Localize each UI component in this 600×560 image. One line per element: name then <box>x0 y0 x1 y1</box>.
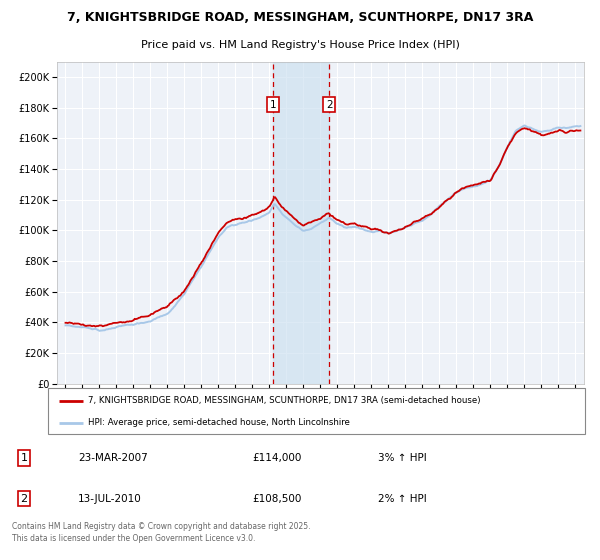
Text: 2: 2 <box>20 494 28 503</box>
Text: HPI: Average price, semi-detached house, North Lincolnshire: HPI: Average price, semi-detached house,… <box>88 418 350 427</box>
Text: £114,000: £114,000 <box>252 453 301 463</box>
Text: 13-JUL-2010: 13-JUL-2010 <box>78 494 142 503</box>
FancyBboxPatch shape <box>48 388 585 434</box>
Text: 7, KNIGHTSBRIDGE ROAD, MESSINGHAM, SCUNTHORPE, DN17 3RA (semi-detached house): 7, KNIGHTSBRIDGE ROAD, MESSINGHAM, SCUNT… <box>88 396 481 405</box>
Text: 2% ↑ HPI: 2% ↑ HPI <box>378 494 427 503</box>
Text: Price paid vs. HM Land Registry's House Price Index (HPI): Price paid vs. HM Land Registry's House … <box>140 40 460 50</box>
Text: 2: 2 <box>326 100 333 110</box>
Text: 1: 1 <box>20 453 28 463</box>
Bar <box>273 62 329 384</box>
Text: 7, KNIGHTSBRIDGE ROAD, MESSINGHAM, SCUNTHORPE, DN17 3RA: 7, KNIGHTSBRIDGE ROAD, MESSINGHAM, SCUNT… <box>67 11 533 24</box>
Text: Contains HM Land Registry data © Crown copyright and database right 2025.
This d: Contains HM Land Registry data © Crown c… <box>12 522 311 543</box>
Text: 3% ↑ HPI: 3% ↑ HPI <box>378 453 427 463</box>
Text: 23-MAR-2007: 23-MAR-2007 <box>78 453 148 463</box>
Text: 1: 1 <box>270 100 277 110</box>
Text: £108,500: £108,500 <box>252 494 301 503</box>
